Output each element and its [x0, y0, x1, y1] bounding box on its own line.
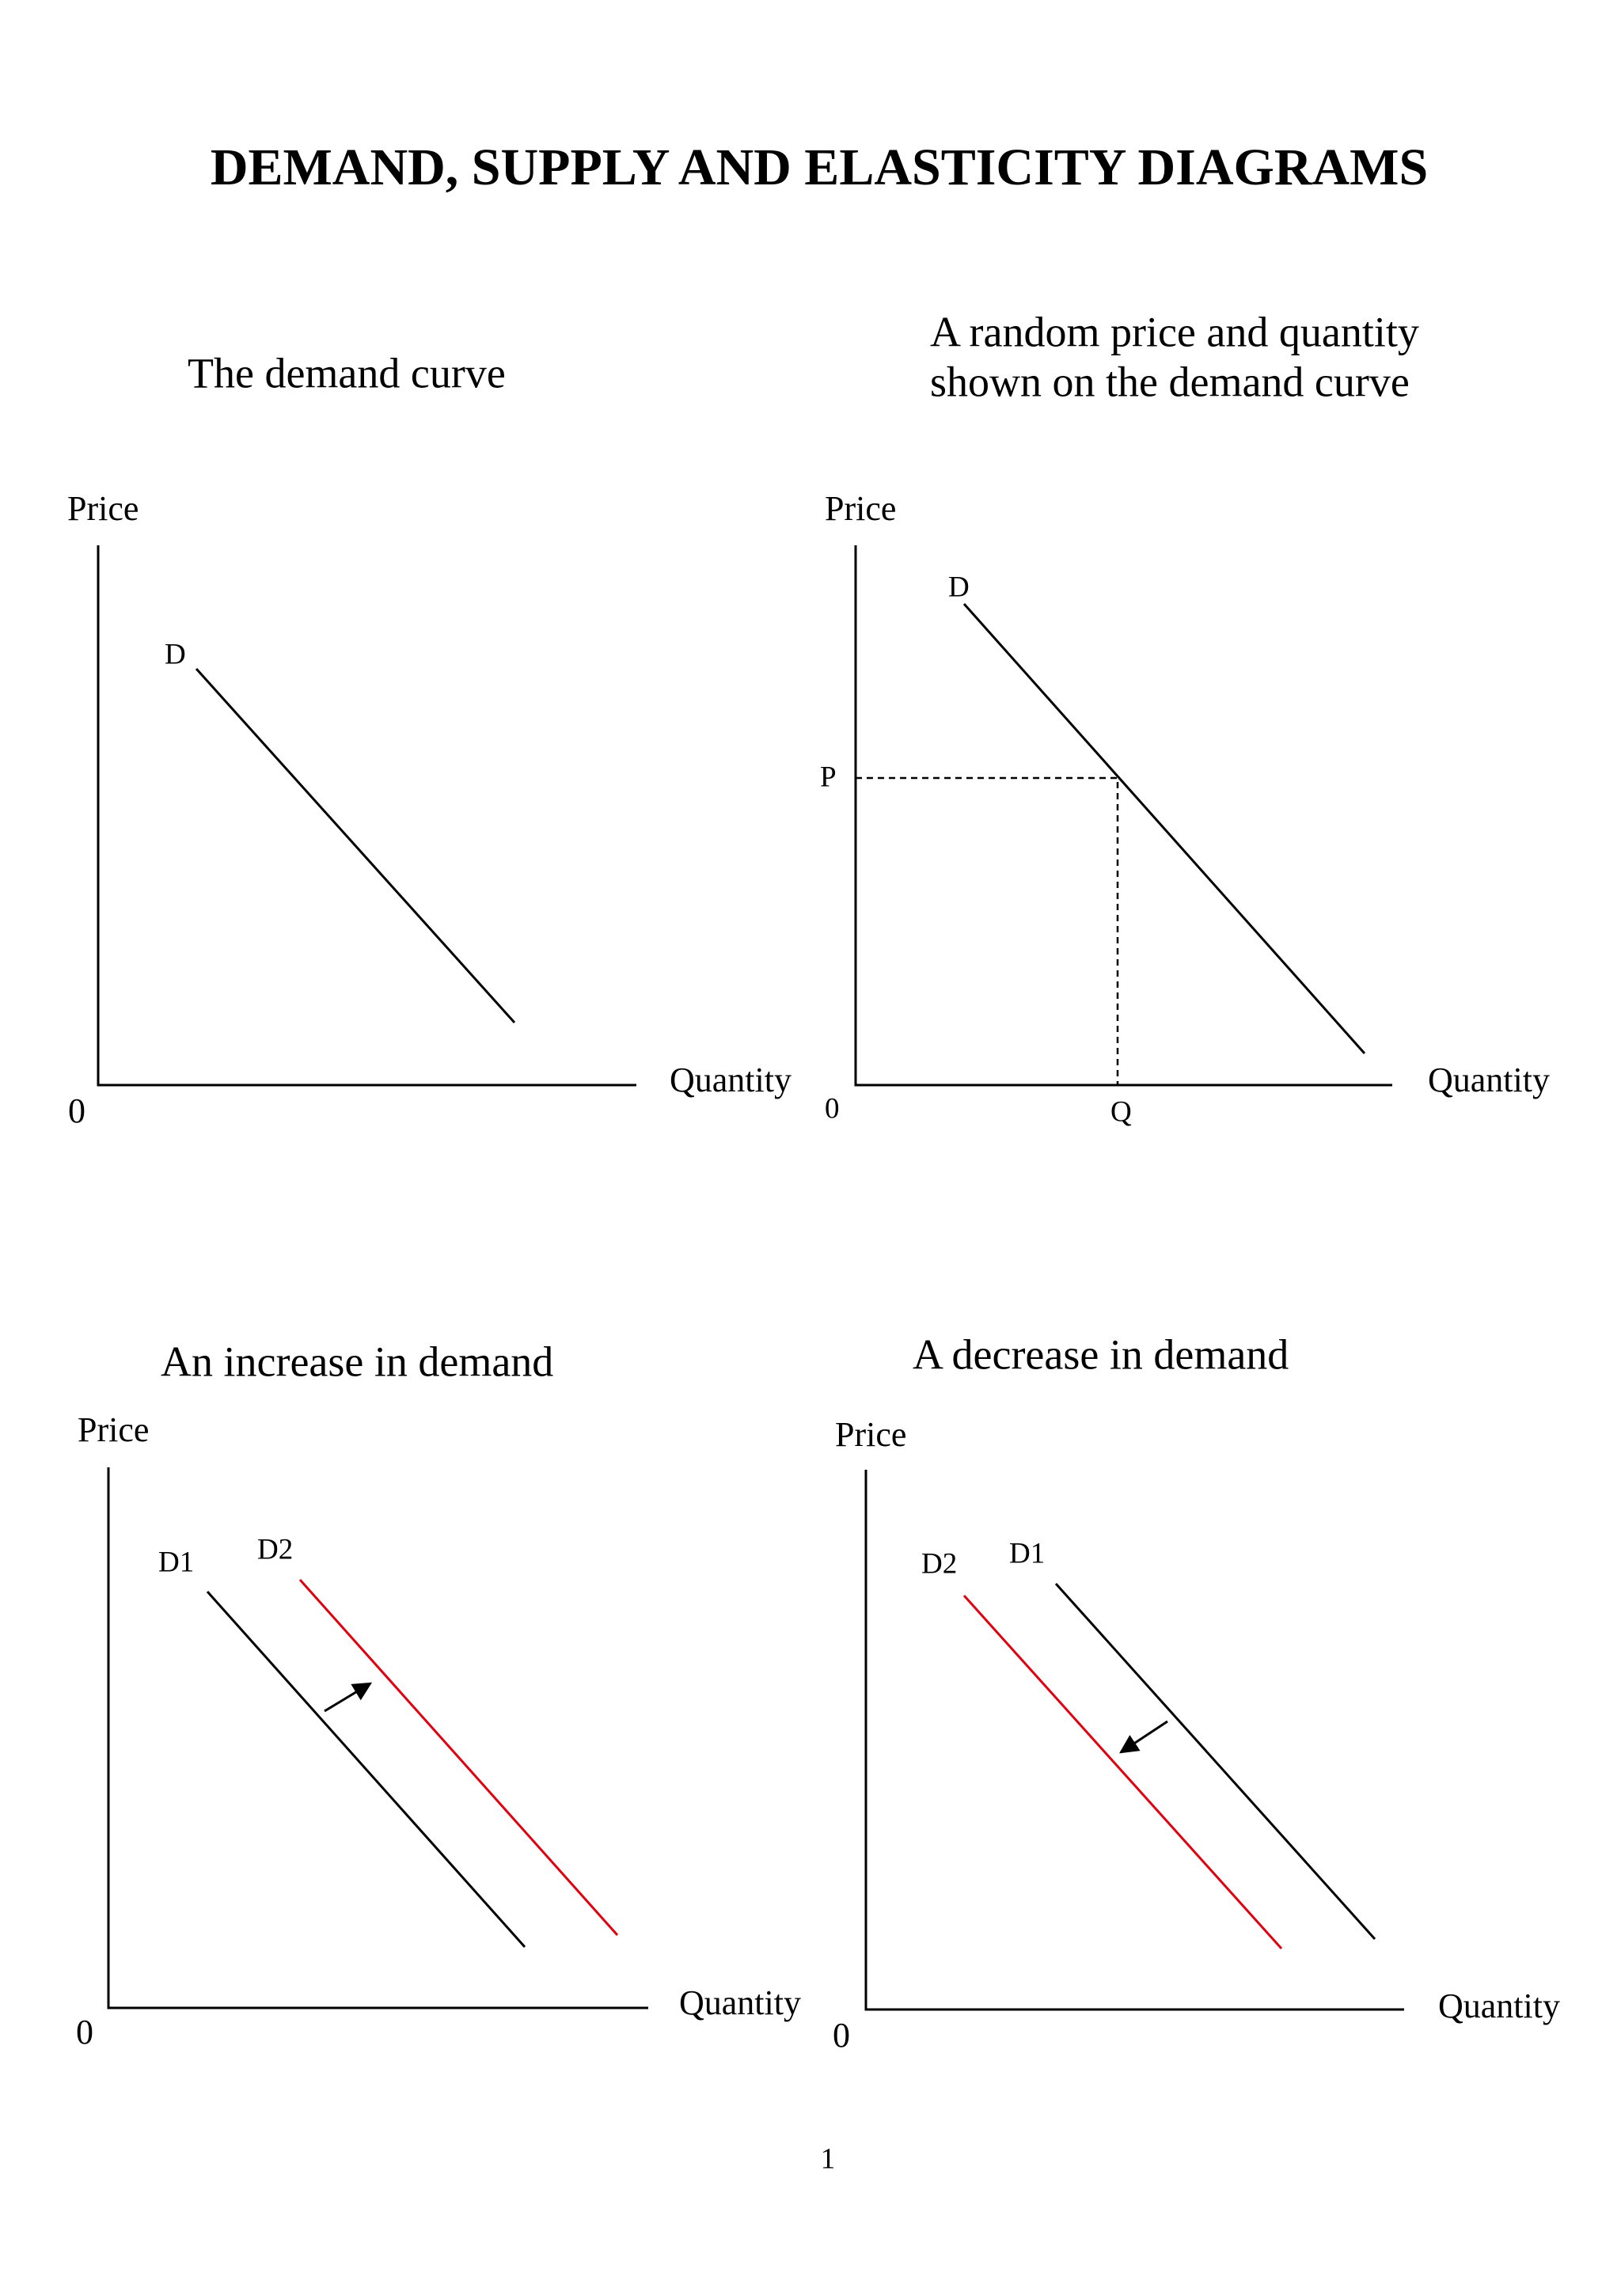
demand-curve: [962, 603, 1366, 1054]
y-axis-label: Price: [825, 489, 896, 528]
caption: A random price and quantity: [930, 308, 1419, 355]
origin-label: 0: [76, 2013, 93, 2051]
demand-curve: [206, 1591, 526, 1948]
curve-label: D: [165, 638, 186, 670]
diagram-increase: An increase in demand Price Quantity 0 D…: [76, 1338, 801, 2051]
axes: [864, 1470, 1404, 2011]
x-axis-label: Quantity: [1428, 1061, 1550, 1099]
y-axis-label: Price: [78, 1410, 149, 1449]
origin-label: 0: [825, 1092, 840, 1125]
shift-arrow: [324, 1682, 373, 1713]
quantity-label: Q: [1110, 1095, 1132, 1128]
curve-label: D2: [921, 1547, 957, 1580]
y-axis-label: Price: [835, 1415, 906, 1454]
axes: [107, 1467, 648, 2009]
shift-arrow: [1118, 1720, 1168, 1754]
axes: [854, 545, 1392, 1087]
demand-curve: [1054, 1582, 1376, 1941]
curve-label: D: [948, 571, 970, 603]
shifted-demand-curve: [962, 1594, 1283, 1950]
origin-label: 0: [833, 2016, 850, 2055]
caption: shown on the demand curve: [930, 358, 1410, 405]
origin-label: 0: [68, 1091, 85, 1130]
page-title: DEMAND, SUPPLY AND ELASTICITY DIAGRAMS: [211, 139, 1428, 196]
caption: The demand curve: [188, 349, 506, 397]
curve-label: D1: [1009, 1537, 1045, 1569]
x-axis-label: Quantity: [1438, 1987, 1560, 2025]
caption: An increase in demand: [161, 1338, 553, 1385]
caption: A decrease in demand: [913, 1330, 1289, 1378]
demand-curve: [195, 667, 516, 1024]
dashed-guide: [856, 776, 1119, 1085]
diagram-demand-curve: The demand curve Price Quantity 0 D: [67, 349, 792, 1130]
diagram-price-quantity: A random price and quantity shown on the…: [820, 308, 1550, 1128]
diagram-decrease: A decrease in demand Price Quantity 0 D2…: [833, 1330, 1560, 2055]
x-axis-label: Quantity: [679, 1983, 801, 2022]
x-axis-label: Quantity: [670, 1061, 792, 1099]
curve-label: D1: [158, 1546, 194, 1578]
axes: [97, 545, 636, 1087]
curve-label: D2: [257, 1533, 293, 1565]
price-label: P: [820, 761, 837, 793]
y-axis-label: Price: [67, 489, 139, 528]
page-number: 1: [821, 2142, 836, 2175]
shifted-demand-curve: [298, 1579, 619, 1936]
